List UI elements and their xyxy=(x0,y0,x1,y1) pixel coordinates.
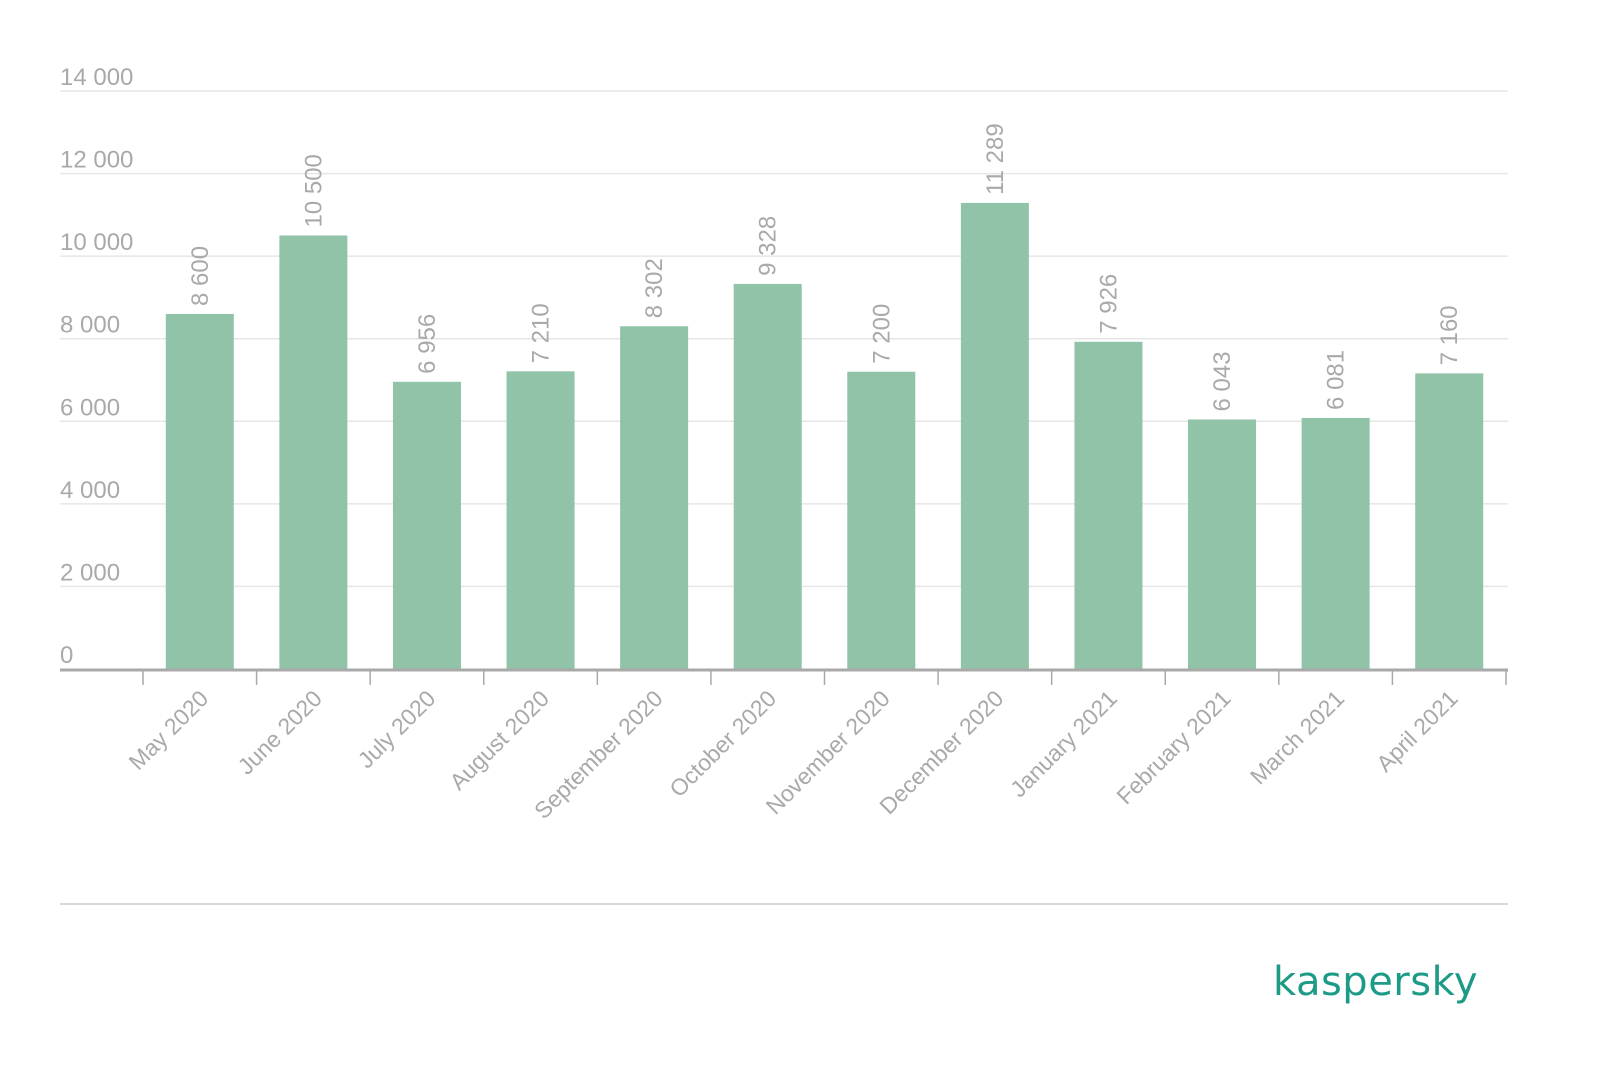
data-label: 7 160 xyxy=(1436,305,1463,365)
bar xyxy=(165,313,234,669)
data-label: 11 289 xyxy=(982,123,1009,195)
bar xyxy=(1074,341,1143,669)
data-label: 8 600 xyxy=(187,246,214,306)
bar xyxy=(1301,417,1370,669)
x-tick-label: July 2020 xyxy=(352,685,440,773)
x-tick-label: April 2021 xyxy=(1371,685,1463,777)
data-label: 6 043 xyxy=(1209,351,1236,411)
bar xyxy=(279,235,348,669)
bar xyxy=(960,202,1029,669)
bar xyxy=(506,371,575,669)
y-tick-label: 6 000 xyxy=(60,394,120,421)
x-tick-label: May 2020 xyxy=(124,685,214,775)
x-axis-tick-labels: May 2020 June 2020 July 2020 August 2020Sep… xyxy=(124,685,1463,824)
x-tick-label: October 2020 xyxy=(664,685,781,802)
x-tick-label: December 2020 xyxy=(874,685,1008,819)
data-label: 9 328 xyxy=(755,216,782,276)
bar xyxy=(392,381,461,669)
data-label: 7 210 xyxy=(528,303,555,363)
x-tick-label: February 2021 xyxy=(1111,685,1235,809)
bar xyxy=(620,326,689,669)
x-tick-label: June 2020 xyxy=(233,685,327,779)
bar xyxy=(733,283,802,669)
y-tick-label: 2 000 xyxy=(60,559,120,586)
y-tick-label: 8 000 xyxy=(60,312,120,339)
data-labels: 8 600 10 500 6 956 7 210 8 302 9 328 7 200 11 2… xyxy=(187,123,1463,411)
data-label: 6 956 xyxy=(414,314,441,374)
data-label: 7 200 xyxy=(868,304,895,364)
y-tick-label: 12 000 xyxy=(60,147,133,174)
x-tick-label: March 2021 xyxy=(1245,685,1349,789)
y-axis-tick-labels: 0 2 000 4 000 6 000 8 000 10 000 12 000 14 000 xyxy=(60,64,133,669)
data-label: 10 500 xyxy=(300,154,327,227)
y-tick-label: 0 xyxy=(60,642,73,669)
y-tick-label: 10 000 xyxy=(60,229,133,256)
kaspersky-logo: kaspersky xyxy=(1273,959,1478,1005)
y-tick-label: 4 000 xyxy=(60,477,120,504)
bar xyxy=(1415,373,1484,669)
data-label: 6 081 xyxy=(1323,350,1350,410)
y-tick-label: 14 000 xyxy=(60,64,133,91)
bars xyxy=(165,202,1484,669)
bar xyxy=(1188,419,1257,669)
data-label: 8 302 xyxy=(641,258,668,318)
data-label: 7 926 xyxy=(1095,274,1122,334)
x-tick-label: January 2021 xyxy=(1005,685,1122,802)
x-tick-label: August 2020 xyxy=(444,685,554,795)
x-axis xyxy=(60,668,1508,685)
bar xyxy=(847,371,916,669)
